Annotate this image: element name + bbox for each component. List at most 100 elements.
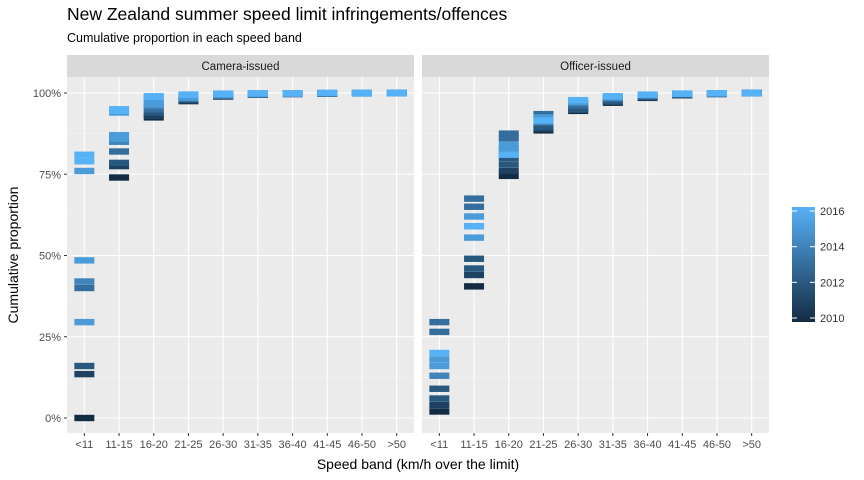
x-tick-label: 46-50 [703, 439, 731, 451]
tile-officer-issued-2010-2 [498, 172, 519, 180]
tile-camera-issued-2016b-6 [282, 90, 303, 97]
tile-camera-issued-2013-0 [74, 284, 95, 292]
tile-camera-issued-2013-1 [109, 148, 130, 155]
x-tick-label: 36-40 [633, 439, 661, 451]
x-tick-label: <11 [75, 439, 93, 451]
legend-label: 2014 [820, 242, 844, 254]
tile-officer-issued-2016-0 [429, 349, 450, 357]
chart-title: New Zealand summer speed limit infringem… [67, 4, 508, 24]
strip-camera [67, 55, 414, 77]
tile-officer-issued-2015b-0 [429, 356, 450, 363]
x-tick-label: 11-15 [460, 439, 487, 451]
strip-label-officer: Officer-issued [560, 61, 631, 73]
tile-officer-issued-2015b-2 [498, 145, 519, 152]
y-axis-title: Cumulative proportion [5, 187, 21, 324]
tile-camera-issued-2014-0 [74, 278, 95, 285]
tile-officer-issued-2015b-3 [533, 114, 554, 121]
tile-camera-issued-2013-2 [143, 106, 164, 113]
tile-officer-issued-2011-1 [464, 271, 485, 279]
legend-label: 2010 [820, 313, 844, 325]
tile-officer-issued-2013b-3 [533, 110, 554, 118]
tile-officer-issued-2016-6 [637, 91, 658, 98]
x-tick-label: 36-40 [278, 439, 306, 451]
tile-camera-issued-2016b-7 [317, 89, 338, 97]
x-tick-label: 31-35 [599, 439, 627, 451]
tile-camera-issued-2015-1 [109, 135, 130, 142]
tile-officer-issued-2015-0 [429, 362, 450, 370]
x-axis-title: Speed band (km/h over the limit) [317, 456, 519, 472]
x-tick-label: 41-45 [313, 439, 341, 451]
tile-camera-issued-2016b-9 [386, 89, 407, 97]
tile-camera-issued-2015c-0 [74, 167, 95, 175]
y-tick-label: 100% [33, 88, 61, 100]
y-tick-label: 50% [39, 251, 61, 263]
x-tick-label: 21-25 [529, 439, 557, 451]
tile-camera-issued-2012-1 [109, 159, 130, 167]
x-tick-label: <11 [430, 439, 448, 451]
x-tick-label: >50 [742, 439, 761, 451]
tile-officer-issued-2011-0 [429, 401, 450, 409]
tile-officer-issued-2011-2 [498, 167, 519, 175]
legend-colorbar [792, 207, 815, 322]
tile-officer-issued-2016-3 [533, 117, 554, 124]
tile-officer-issued-2012-1 [464, 265, 485, 272]
x-tick-label: >50 [387, 439, 406, 451]
tile-camera-issued-2016b-4 [213, 90, 234, 97]
y-tick-label: 0% [45, 413, 61, 425]
tile-camera-issued-2015b-0 [74, 318, 95, 326]
tile-officer-issued-2012b-4 [568, 105, 589, 112]
tile-officer-issued-2010-1 [464, 283, 485, 290]
tile-camera-issued-2014-1 [109, 138, 130, 145]
chart-subtitle: Cumulative proportion in each speed band [67, 31, 302, 45]
tile-officer-issued-2012b-0 [429, 385, 450, 392]
tile-camera-issued-2016b-5 [247, 90, 268, 97]
tile-camera-issued-2010-0 [74, 414, 95, 422]
tile-officer-issued-2010-0 [429, 408, 450, 415]
tile-officer-issued-2012b-1 [464, 255, 485, 262]
tile-camera-issued-2016b-0 [74, 151, 95, 158]
tile-camera-issued-2016b-1 [109, 107, 130, 115]
tile-officer-issued-2013b-2 [498, 130, 519, 137]
tile-officer-issued-2013b-1 [464, 195, 485, 202]
tile-camera-issued-2016b-3 [178, 91, 199, 98]
x-tick-label: 31-35 [244, 439, 272, 451]
x-tick-label: 26-30 [209, 439, 237, 451]
tile-officer-issued-2013b-0 [429, 318, 450, 326]
strip-label-camera: Camera-issued [202, 61, 280, 73]
tile-camera-issued-2011-1 [109, 162, 130, 170]
tile-camera-issued-2016-0 [74, 158, 95, 165]
tile-officer-issued-2012b-2 [498, 154, 519, 162]
tile-camera-issued-2015-0 [74, 257, 95, 264]
tile-officer-issued-2016-9 [741, 89, 762, 97]
x-tick-label: 46-50 [348, 439, 376, 451]
tile-camera-issued-2015b-1 [109, 132, 130, 139]
tile-camera-issued-2012-0 [74, 362, 95, 370]
tile-officer-issued-2016-2 [498, 151, 519, 158]
tile-camera-issued-2011-0 [74, 370, 95, 378]
x-tick-label: 41-45 [668, 439, 696, 451]
tile-camera-issued-2016b-8 [351, 89, 372, 97]
tile-officer-issued-2015-2 [498, 141, 519, 149]
tile-officer-issued-2016-5 [602, 93, 623, 100]
tile-camera-issued-2010-1 [109, 174, 130, 181]
legend-label: 2016 [820, 206, 844, 218]
x-tick-label: 16-20 [140, 439, 168, 451]
tile-officer-issued-2013-2 [498, 135, 519, 142]
tile-officer-issued-2012b-3 [533, 122, 554, 129]
x-tick-label: 16-20 [495, 439, 523, 451]
y-tick-label: 75% [39, 169, 61, 181]
tile-officer-issued-2012-0 [429, 395, 450, 402]
tile-officer-issued-2016-4 [568, 96, 589, 104]
tile-camera-issued-2012-2 [143, 109, 164, 116]
tile-officer-issued-2016-1 [464, 223, 485, 230]
legend-label: 2012 [820, 277, 844, 289]
tile-officer-issued-2015-1 [464, 213, 485, 220]
tile-officer-issued-2015b-1 [464, 234, 485, 241]
tile-camera-issued-2015b-2 [143, 100, 164, 107]
tile-officer-issued-2013-0 [429, 328, 450, 336]
tile-officer-issued-2016-7 [672, 90, 693, 97]
tile-officer-issued-2016-8 [706, 90, 727, 97]
tile-officer-issued-2014-0 [429, 372, 450, 379]
tile-officer-issued-2014-2 [498, 148, 519, 155]
